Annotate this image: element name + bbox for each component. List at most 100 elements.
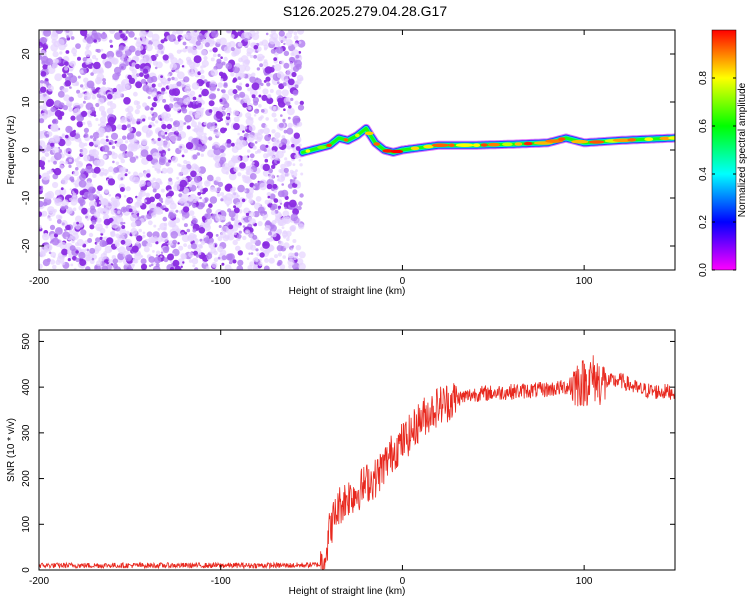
noise-speckle <box>198 127 204 133</box>
noise-speckle <box>39 200 44 208</box>
noise-speckle <box>285 97 290 102</box>
spectrogram-y-tick-label: 20 <box>21 48 32 60</box>
noise-speckle <box>108 260 111 263</box>
noise-speckle <box>185 32 193 40</box>
noise-speckle <box>249 54 254 59</box>
noise-speckle <box>204 42 210 48</box>
noise-speckle <box>214 162 221 169</box>
ridge-peak <box>343 138 349 142</box>
noise-speckle <box>39 45 42 49</box>
noise-speckle <box>200 240 206 245</box>
noise-speckle <box>223 46 232 54</box>
noise-speckle <box>46 190 55 199</box>
noise-speckle <box>227 233 235 241</box>
noise-speckle <box>185 142 194 150</box>
noise-speckle <box>261 123 267 128</box>
noise-speckle <box>120 177 124 181</box>
noise-speckle <box>208 100 215 107</box>
noise-speckle <box>41 92 49 100</box>
noise-speckle <box>265 144 269 148</box>
noise-speckle <box>67 258 71 262</box>
ridge-peak <box>472 143 481 147</box>
noise-speckle <box>210 57 215 62</box>
noise-speckle <box>50 251 57 258</box>
noise-speckle <box>295 54 300 59</box>
noise-speckle <box>110 132 119 140</box>
noise-speckle <box>64 80 72 87</box>
noise-speckle <box>154 66 158 70</box>
noise-speckle <box>168 84 174 90</box>
noise-speckle <box>208 203 213 208</box>
noise-speckle <box>267 141 271 144</box>
noise-speckle <box>160 188 165 193</box>
noise-speckle <box>138 192 143 196</box>
noise-speckle <box>85 215 89 219</box>
noise-speckle <box>233 166 239 172</box>
noise-speckle <box>80 203 84 207</box>
noise-speckle <box>174 39 180 45</box>
noise-speckle <box>194 267 199 270</box>
noise-speckle <box>284 157 288 161</box>
noise-speckle <box>53 167 62 176</box>
noise-speckle <box>288 199 297 208</box>
noise-speckle <box>228 260 233 265</box>
noise-speckle <box>39 118 45 124</box>
spectrogram-y-tick-label: 10 <box>21 96 32 108</box>
noise-speckle <box>77 56 81 61</box>
noise-speckle <box>39 80 44 84</box>
noise-speckle <box>244 99 248 104</box>
noise-speckle <box>216 58 222 64</box>
noise-speckle <box>264 66 273 74</box>
ridge-peak <box>431 143 449 147</box>
noise-speckle <box>264 258 269 263</box>
snr-x-tick-label: 100 <box>576 576 593 587</box>
noise-speckle <box>215 234 219 237</box>
snr-y-axis-label: SNR (10 * v/v) <box>6 418 17 482</box>
noise-speckle <box>294 100 299 106</box>
noise-speckle <box>42 149 46 154</box>
noise-speckle <box>166 113 171 119</box>
noise-speckle <box>269 224 277 233</box>
noise-speckle <box>193 175 201 183</box>
noise-speckle <box>116 124 123 130</box>
noise-speckle <box>195 40 201 46</box>
noise-speckle <box>40 86 47 93</box>
noise-speckle <box>107 116 116 125</box>
noise-speckle <box>99 227 106 234</box>
noise-speckle <box>242 102 248 108</box>
noise-speckle <box>248 124 256 132</box>
noise-speckle <box>295 244 302 251</box>
noise-speckle <box>65 224 71 231</box>
noise-speckle <box>158 197 163 202</box>
noise-speckle <box>42 44 48 50</box>
spectrogram-frame <box>38 29 676 271</box>
noise-speckle <box>190 170 197 178</box>
noise-speckle <box>76 89 81 94</box>
noise-speckle <box>226 122 230 126</box>
noise-speckle <box>93 159 101 167</box>
noise-speckle <box>43 30 52 37</box>
noise-speckle <box>117 138 124 145</box>
noise-speckle <box>160 131 165 136</box>
noise-speckle <box>166 123 172 130</box>
noise-speckle <box>50 43 59 52</box>
noise-speckle <box>273 189 277 193</box>
noise-speckle <box>272 142 277 147</box>
noise-speckle <box>79 149 83 153</box>
noise-speckle <box>44 144 52 152</box>
snr-y-tick-label: 0 <box>21 567 32 573</box>
noise-speckle <box>266 82 271 87</box>
noise-speckle <box>111 57 119 65</box>
noise-speckle <box>51 237 60 246</box>
noise-speckle <box>258 104 262 108</box>
spectrogram-y-tick-label: -10 <box>21 190 32 205</box>
noise-speckle <box>118 153 125 160</box>
noise-speckle <box>256 31 260 35</box>
noise-speckle <box>77 197 85 204</box>
noise-speckle <box>108 142 112 145</box>
noise-speckle <box>274 254 278 259</box>
noise-speckle <box>209 49 213 53</box>
noise-speckle <box>182 47 187 53</box>
noise-speckle <box>97 123 101 127</box>
noise-speckle <box>204 180 211 187</box>
